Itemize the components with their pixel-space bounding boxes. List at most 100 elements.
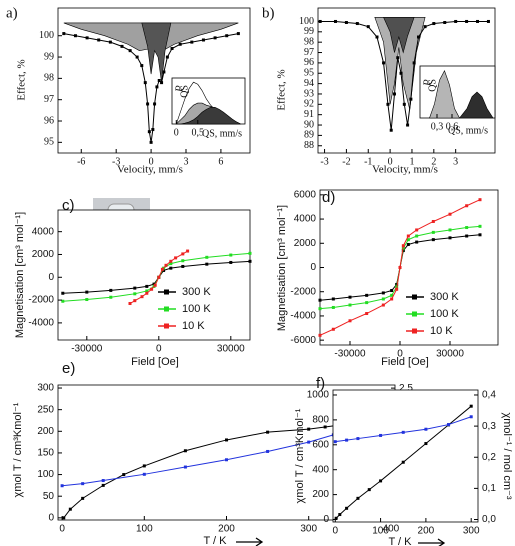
- panel-label: d): [322, 189, 335, 206]
- data-point: [183, 465, 187, 469]
- legend-marker: [164, 323, 169, 329]
- legend-marker: [164, 306, 169, 312]
- data-point: [331, 327, 335, 331]
- data-point: [143, 81, 147, 85]
- x-tick-label: 200: [218, 524, 235, 535]
- data-point: [431, 219, 435, 223]
- x-tick-label: 400: [383, 524, 400, 535]
- y-tick-label: 0: [323, 514, 329, 525]
- data-point: [356, 496, 360, 500]
- x-tick-label: 0: [59, 524, 65, 535]
- data-point: [201, 38, 205, 42]
- data-point: [164, 263, 168, 267]
- data-point: [213, 36, 217, 40]
- data-point: [151, 128, 155, 132]
- data-point: [443, 21, 447, 24]
- plot-frame: [57, 209, 251, 341]
- panel: 0 0,5QS, mm/s PQS: [171, 77, 246, 139]
- data-point: [367, 488, 371, 492]
- data-point: [431, 230, 435, 234]
- data-point: [386, 102, 390, 106]
- data-point: [225, 458, 228, 462]
- data-point: [81, 482, 85, 486]
- data-point: [133, 286, 137, 290]
- y-tick-label: 1000: [307, 390, 330, 401]
- data-point: [431, 238, 435, 242]
- data-point: [381, 291, 385, 295]
- x-tick-label: -1: [364, 156, 372, 167]
- data-point: [379, 433, 383, 437]
- panel: 0 100 200 300 0 200 400 600 800 1000 0,0 0,1 0,2 0,3 0…: [294, 375, 513, 546]
- data-point: [406, 123, 410, 127]
- y-tick-label: 100: [39, 30, 54, 41]
- y-tick-label: 150: [37, 448, 54, 459]
- data-point: [348, 295, 352, 299]
- x-tick-label: 0: [149, 156, 154, 167]
- data-point: [401, 430, 405, 434]
- y-tick-label: 88: [304, 140, 314, 151]
- data-point: [169, 259, 173, 263]
- y-axis-label: P: [174, 85, 186, 93]
- y-tick-label: 94: [304, 78, 314, 89]
- data-point: [109, 288, 113, 292]
- x-axis-label: T / K: [203, 535, 227, 546]
- data-point: [62, 516, 66, 520]
- data-point: [153, 283, 157, 287]
- y-axis-label: P: [422, 79, 434, 87]
- x-axis-label: Field [Oe]: [131, 356, 179, 368]
- y-tick-label: 100: [37, 469, 54, 480]
- data-point: [432, 22, 436, 26]
- y-tick-label: 98: [44, 73, 54, 84]
- data-point: [365, 301, 369, 305]
- x-tick-label: 0,6: [446, 121, 459, 132]
- data-point: [142, 464, 146, 468]
- data-point: [108, 40, 112, 44]
- data-point: [150, 287, 154, 291]
- data-point: [307, 427, 311, 431]
- data-point: [60, 484, 64, 488]
- plot-frame: [332, 389, 479, 523]
- data-point: [169, 262, 173, 266]
- data-point: [225, 34, 229, 38]
- data-point: [381, 303, 385, 307]
- data-point: [157, 275, 161, 279]
- data-point: [153, 102, 157, 106]
- x-axis-label: Velocity, mm/s: [372, 164, 438, 176]
- legend-label: 300 K: [430, 291, 459, 303]
- data-point: [465, 234, 469, 238]
- data-point: [379, 479, 383, 483]
- x-tick-label: 300: [300, 524, 317, 535]
- data-point: [415, 240, 419, 244]
- data-point: [406, 242, 410, 246]
- y-tick-label: 200: [312, 489, 329, 500]
- data-point: [205, 255, 209, 259]
- data-point: [331, 305, 335, 309]
- panel-label: e): [62, 360, 75, 377]
- data-point: [146, 102, 150, 106]
- y2-tick-label: 2,5: [399, 383, 413, 394]
- data-point: [170, 47, 174, 51]
- panel: -30000 0 30000 -4000 -2000 0 2000 4000 c) Field […: [14, 197, 252, 368]
- x-tick-label: 2: [431, 156, 436, 167]
- data-point: [109, 295, 113, 299]
- data-point: [398, 266, 402, 269]
- y-tick-label: -2000: [28, 295, 54, 306]
- y2-tick-label: 0,2: [482, 452, 496, 463]
- data-point: [375, 35, 379, 39]
- component-area: [429, 69, 460, 119]
- x-axis-label: Field [Oe]: [381, 356, 429, 368]
- data-point: [266, 430, 270, 434]
- data-point: [181, 259, 185, 263]
- y-tick-label: 800: [312, 415, 329, 426]
- legend-label: 10 K: [430, 325, 453, 337]
- y-tick-label: 97: [44, 94, 54, 105]
- legend-label: 100 K: [182, 303, 211, 315]
- data-point: [390, 297, 394, 301]
- data-point: [406, 234, 410, 238]
- data-point: [478, 198, 482, 202]
- legend-marker: [412, 294, 417, 300]
- component-area: [176, 106, 241, 125]
- data-point: [160, 267, 164, 271]
- data-point: [248, 251, 252, 255]
